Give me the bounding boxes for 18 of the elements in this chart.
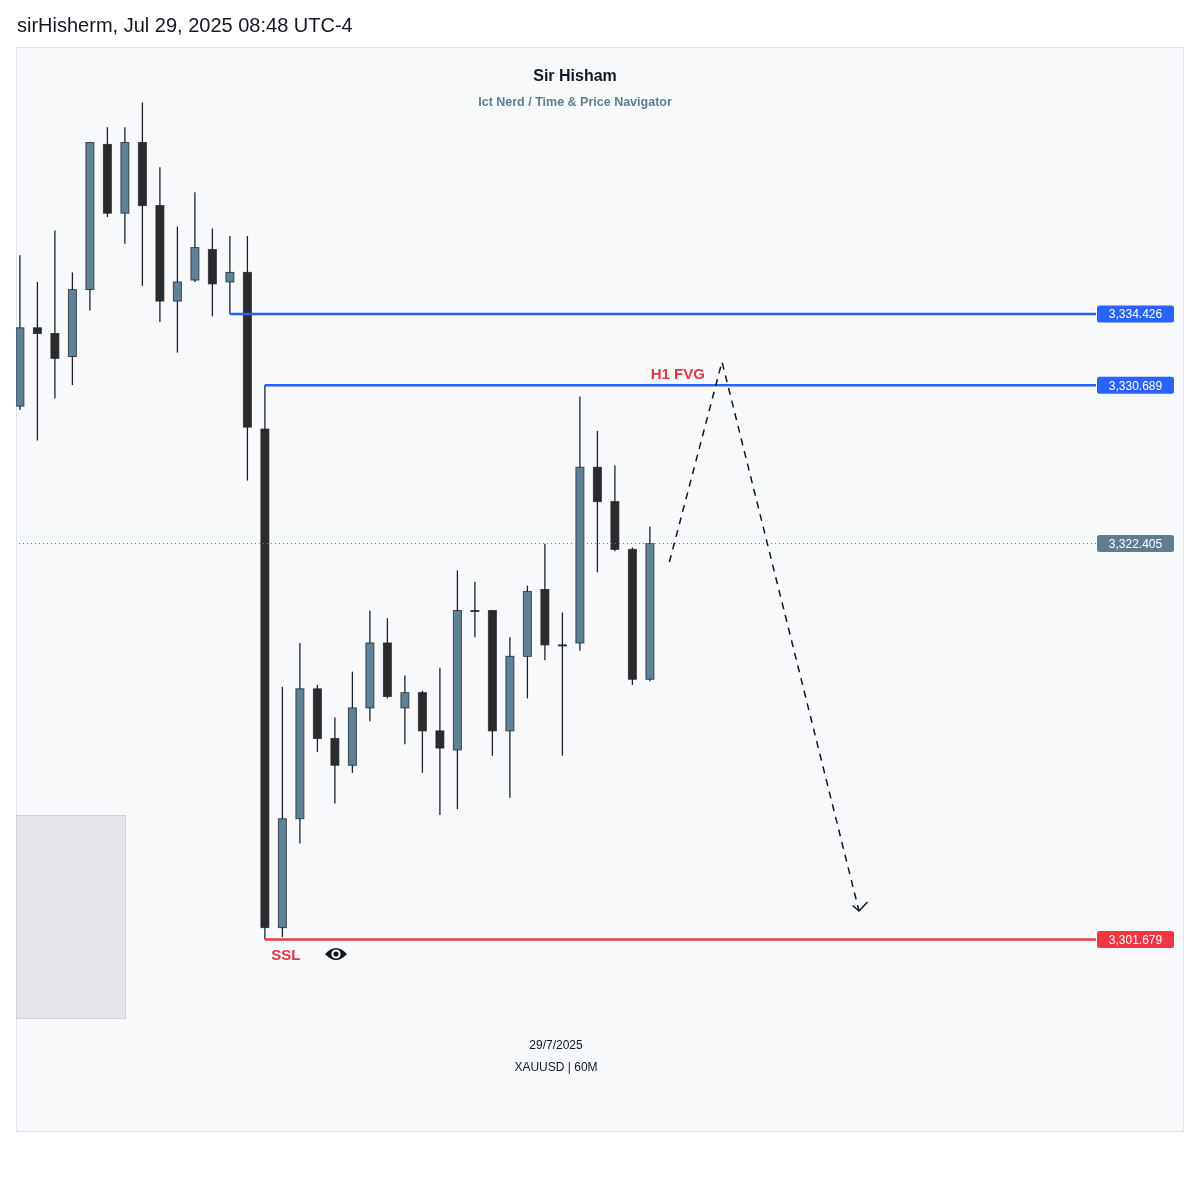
candlestick [172,225,182,354]
candlestick [435,667,445,816]
candlestick [470,581,480,638]
candlestick [225,235,235,315]
ref-line-label: 3,322.405 [1108,536,1163,551]
candlestick [557,611,567,757]
text: Ict Nerd / Time & Price Navigator [477,94,673,110]
candlestick [400,674,410,745]
ref-line-label: 3,334.426 [1108,307,1163,322]
annotation: SSL [271,945,301,963]
ref-line-label: 3,330.689 [1108,378,1163,393]
annotation: H1 FVG [650,364,705,382]
ref-line-label: 3,301.679 [1108,932,1163,947]
candlestick [32,281,42,442]
text: Sir Hisham [532,67,618,85]
annotation: XAUUSD | 60M [513,1059,599,1075]
text: sirHisherm, Jul 29, 2025 08:48 UTC-4 [17,14,353,36]
annotation: 29/7/2025 [528,1037,584,1053]
